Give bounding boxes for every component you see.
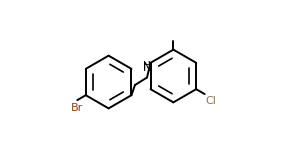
Text: Br: Br: [71, 103, 83, 113]
Text: Cl: Cl: [205, 96, 216, 106]
Text: H: H: [143, 61, 151, 71]
Text: N: N: [143, 61, 152, 74]
